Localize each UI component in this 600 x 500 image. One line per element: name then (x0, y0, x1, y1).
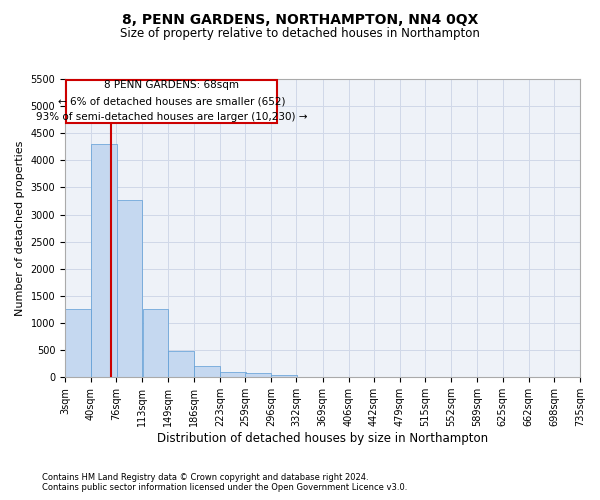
FancyBboxPatch shape (67, 80, 277, 124)
Text: 93% of semi-detached houses are larger (10,230) →: 93% of semi-detached houses are larger (… (36, 112, 308, 122)
Text: 8 PENN GARDENS: 68sqm: 8 PENN GARDENS: 68sqm (104, 80, 239, 90)
Bar (168, 351, 194, 377)
Text: Contains HM Land Registry data © Crown copyright and database right 2024.: Contains HM Land Registry data © Crown c… (42, 474, 368, 482)
Bar (220, 372, 245, 377)
X-axis label: Distribution of detached houses by size in Northampton: Distribution of detached houses by size … (157, 432, 488, 445)
Y-axis label: Number of detached properties: Number of detached properties (15, 140, 25, 316)
Bar (245, 374, 271, 377)
Bar (91, 144, 117, 377)
Bar (194, 366, 220, 377)
Text: 8, PENN GARDENS, NORTHAMPTON, NN4 0QX: 8, PENN GARDENS, NORTHAMPTON, NN4 0QX (122, 12, 478, 26)
Text: Contains public sector information licensed under the Open Government Licence v3: Contains public sector information licen… (42, 484, 407, 492)
Bar (271, 374, 297, 377)
Text: Size of property relative to detached houses in Northampton: Size of property relative to detached ho… (120, 28, 480, 40)
Bar (65, 310, 91, 377)
Text: ← 6% of detached houses are smaller (652): ← 6% of detached houses are smaller (652… (58, 96, 286, 106)
Bar (143, 310, 168, 377)
Bar (116, 200, 142, 377)
